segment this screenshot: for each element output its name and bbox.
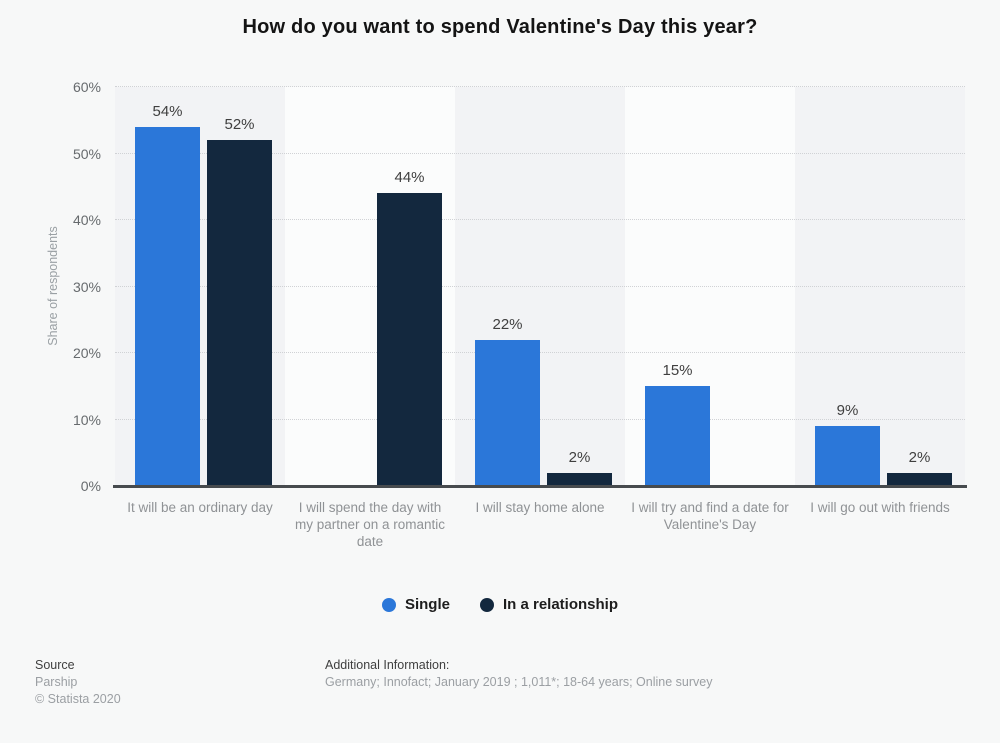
y-tick-label: 30% [72,278,101,295]
source-value: Parship [35,675,78,689]
x-category-label: I will try and find a date for Valentine… [631,500,789,532]
bar-value-label: 2% [908,448,931,466]
gridline [115,152,965,154]
bar-value-label: 15% [662,362,693,380]
y-tick-label: 10% [72,411,101,428]
bar-value-label: 9% [836,402,859,420]
bar-in-a-relationship-0 [207,140,272,486]
gridline [115,285,965,287]
gridline [115,219,965,220]
gridline [115,352,965,353]
bar-single-3 [645,386,710,486]
x-category-label: It will be an ordinary day [127,500,273,515]
y-tick-label: 0% [80,478,101,494]
bar-value-label: 54% [152,102,183,120]
chart-title: How do you want to spend Valentine's Day… [242,16,758,38]
x-category-label: I will go out with friends [810,500,950,515]
category-band [795,87,965,486]
legend-dot-icon [381,597,396,612]
x-category-label: I will stay home alone [475,500,605,515]
copyright: © Statista 2020 [35,692,121,706]
legend-dot-icon [479,597,494,612]
bar-value-label: 22% [492,315,523,333]
bar-in-a-relationship-1 [377,193,442,486]
legend-label: Single [404,596,450,613]
gridline [115,418,965,420]
source-block: Source Parship © Statista 2020 [35,657,121,708]
additional-info-block: Additional Information: Germany; Innofac… [325,657,712,691]
legend-item-single: Single [381,596,450,613]
legend-label: In a relationship [502,596,619,613]
y-axis: 0% 10% 20% 30% 40% 50% 60% [0,79,101,494]
bar-value-label: 2% [568,448,591,466]
bar-single-4 [815,426,880,486]
y-tick-label: 50% [72,145,101,162]
y-tick-label: 20% [72,345,101,361]
bar-in-a-relationship-2 [547,472,612,486]
plot-area: 54% 22% 15% 9% 52% 44% 2% 2% [113,86,967,488]
legend-item-in-a-relationship: In a relationship [479,596,619,613]
bar-in-a-relationship-4 [887,472,952,486]
gridline [115,86,965,87]
y-tick-label: 60% [72,79,101,95]
bar-value-label: 52% [224,116,255,134]
source-label: Source [35,658,75,672]
bar-single-2 [475,339,540,486]
legend: Single In a relationship [0,596,1000,613]
additional-info-value: Germany; Innofact; January 2019 ; 1,011*… [325,675,713,689]
bar-single-0 [135,126,200,486]
x-category-label: I will spend the day with my partner on … [294,500,446,549]
additional-info-label: Additional Information: [325,658,450,672]
x-axis-line [113,485,967,488]
y-tick-label: 40% [72,212,101,228]
bar-value-label: 44% [394,169,425,187]
